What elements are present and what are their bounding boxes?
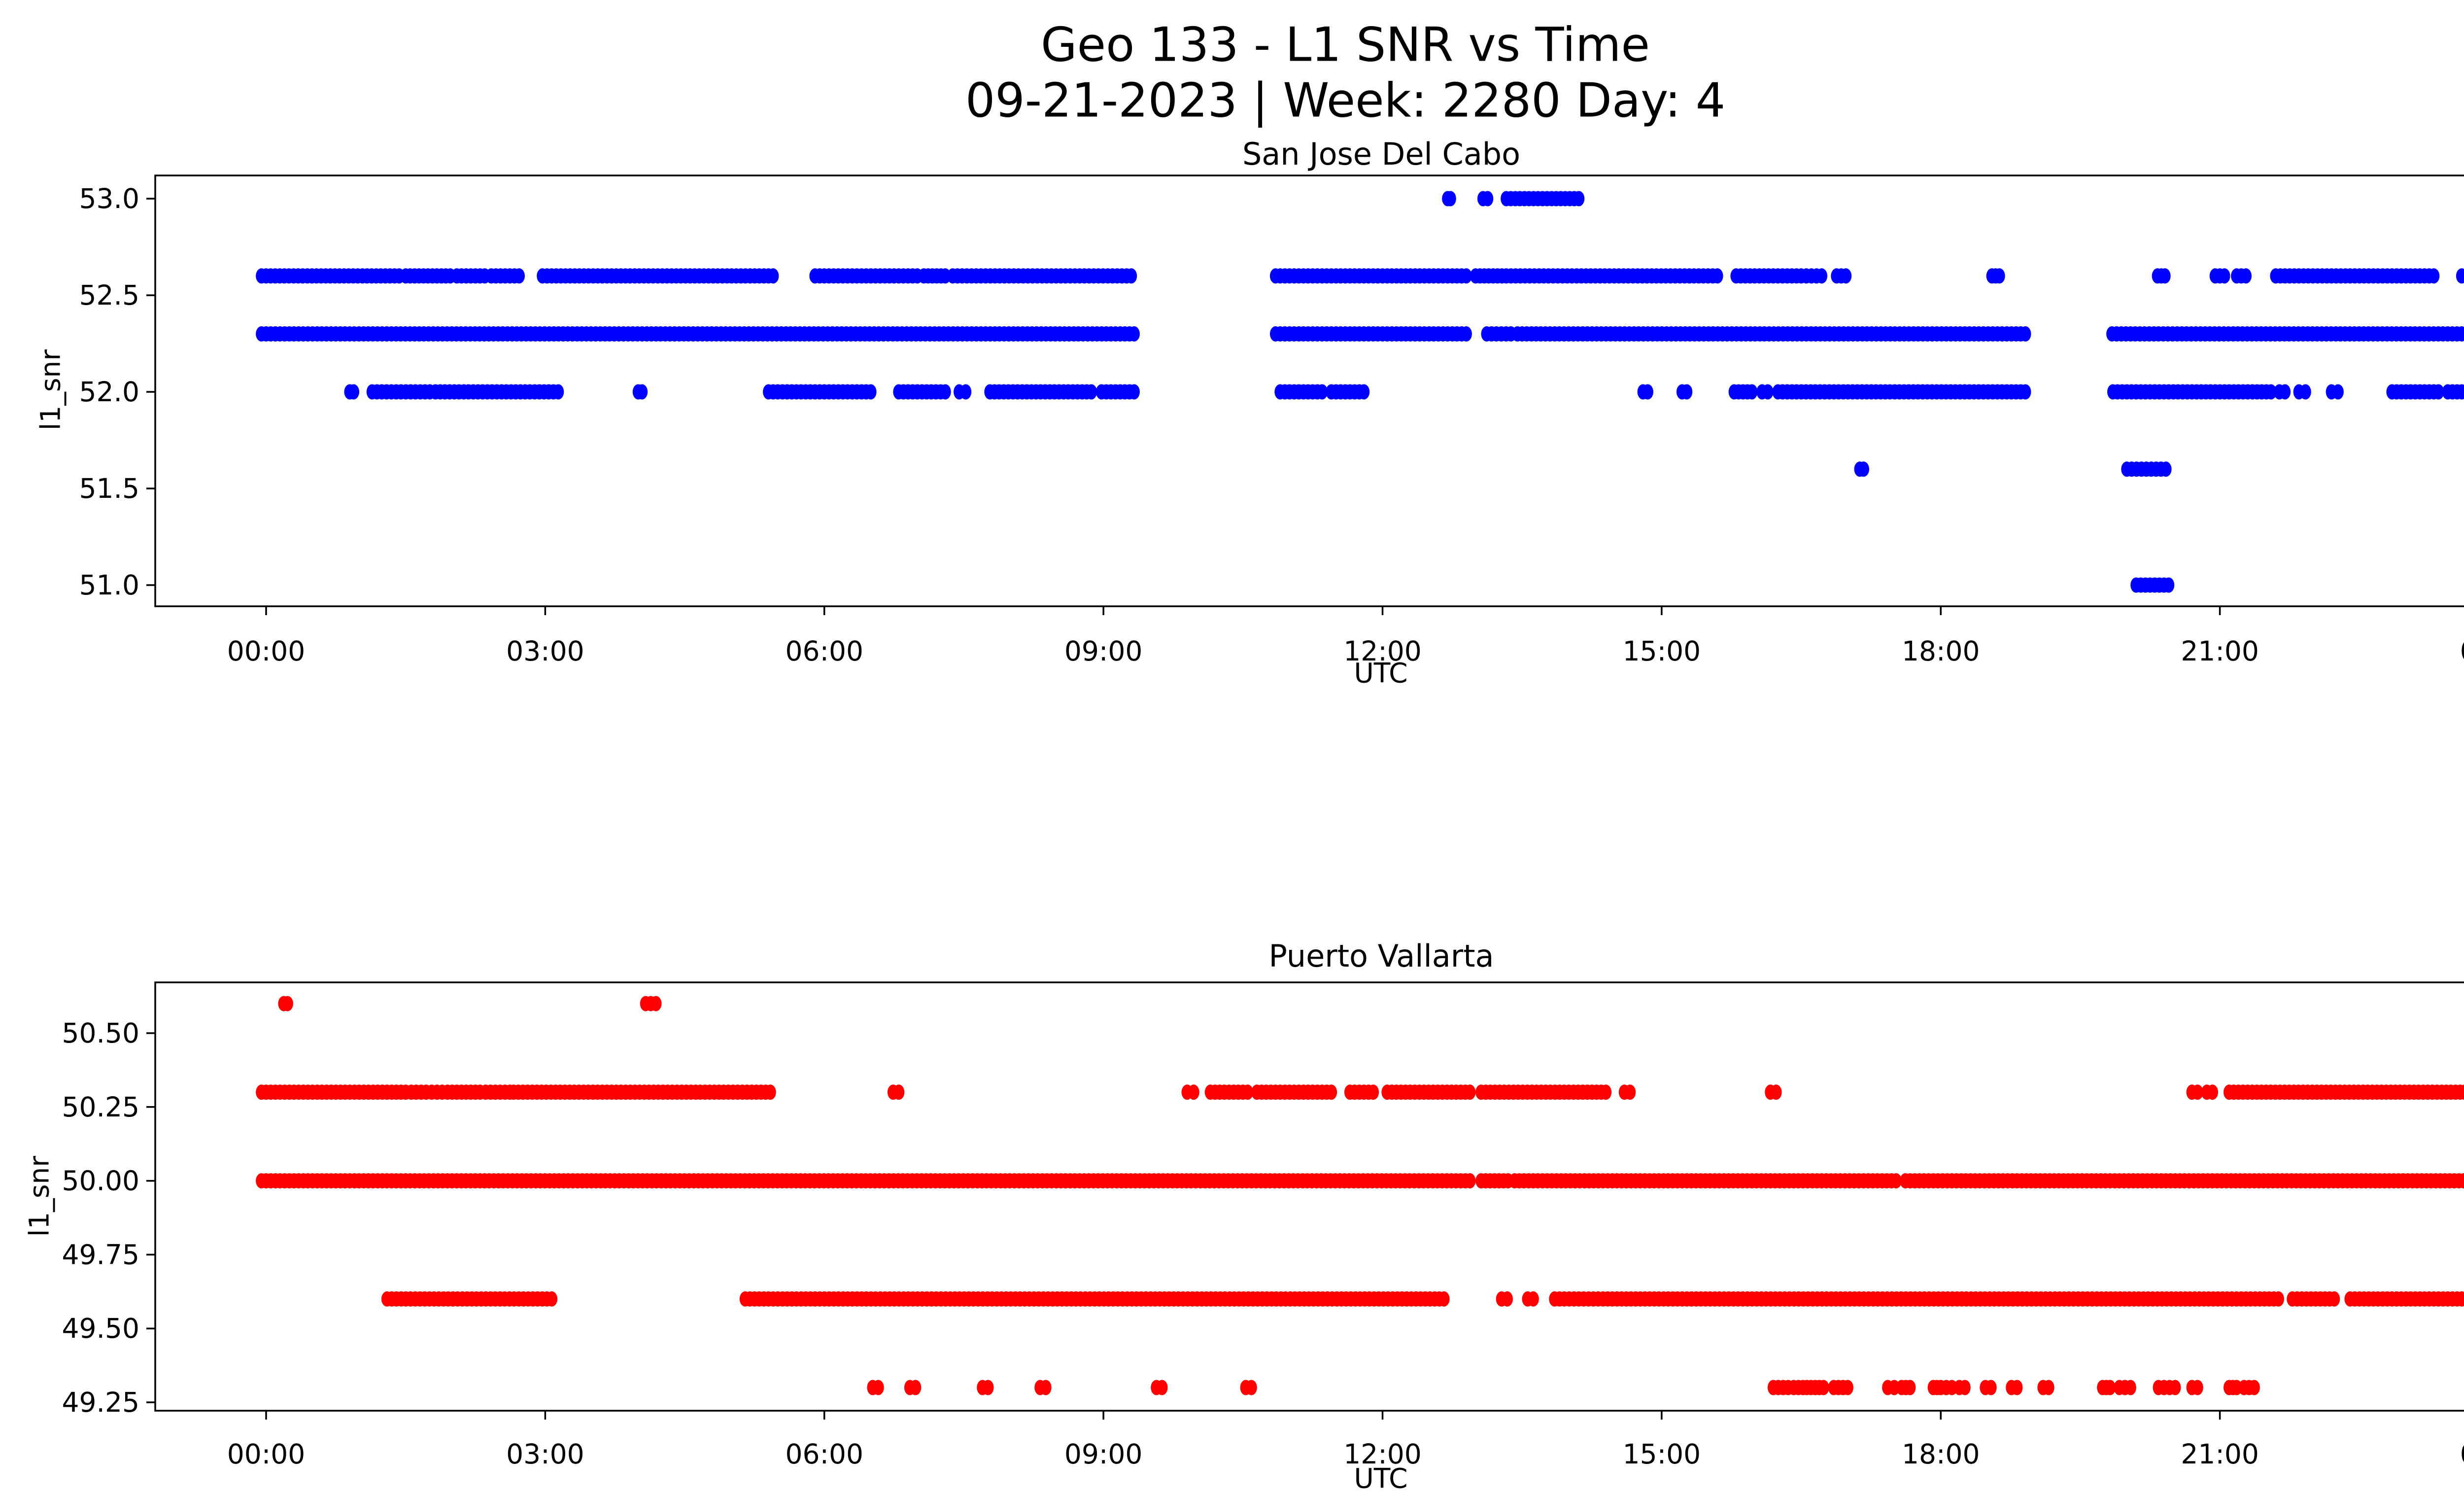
x-tick-label: 06:00 (785, 1438, 863, 1470)
scatter-level-50 (256, 1173, 2464, 1189)
subplot-1: 00:00 03:00 06:00 09:00 12:00 15:00 18:00 21:00… (62, 981, 2464, 1470)
x-tick-label: 12:00 (1343, 1438, 1422, 1470)
axes-box (154, 981, 2464, 1412)
figure-title-line1: Geo 133 - L1 SNR vs Time (1041, 18, 1650, 72)
y-tick-label: 50.25 (62, 1091, 139, 1123)
x-tick-label: 06:00 (785, 635, 863, 667)
y-tick-label: 49.75 (62, 1239, 139, 1270)
x-axis-label-top: UTC (1354, 657, 1408, 689)
scatter-level-49.6 (381, 1291, 2464, 1307)
subplot-0: 00:00 03:00 06:00 09:00 12:00 15:00 18:00 21:00… (79, 174, 2464, 667)
y-axis-label-bottom: l1_snr (23, 1156, 55, 1237)
y-tick-label: 52.0 (79, 376, 139, 408)
scatter-level-52 (344, 384, 2464, 400)
x-tick-label: 21:00 (2181, 1438, 2259, 1470)
x-tick-label: 15:00 (1623, 635, 1701, 667)
y-axis-label-top: l1_snr (34, 349, 67, 430)
scatter-level-51 (2130, 577, 2175, 593)
figure-title-line2: 09-21-2023 | Week: 2280 Day: 4 (965, 73, 1726, 128)
y-tick-label: 49.25 (62, 1387, 139, 1418)
x-axis-label-bottom: UTC (1354, 1462, 1408, 1495)
y-tick-label: 52.5 (79, 279, 139, 311)
x-tick-label: 09:00 (1064, 635, 1143, 667)
y-tick-label: 51.0 (79, 569, 139, 601)
x-tick-label: 00:00 (227, 1438, 306, 1470)
x-tick-label: 03:00 (506, 1438, 584, 1470)
x-tick-label: 21:00 (2181, 635, 2259, 667)
scatter-level-52.3 (256, 326, 2464, 342)
y-tick-label: 53.0 (79, 183, 139, 214)
subplot-title-puerto-vallarta: Puerto Vallarta (1268, 938, 1494, 974)
axes-box (154, 174, 2464, 607)
scatter-level-50.6 (278, 996, 662, 1011)
scatter-level-51.6 (1854, 461, 2172, 477)
x-tick-label: 00:00 (2460, 635, 2464, 667)
y-tick-label: 50.50 (62, 1017, 139, 1049)
x-tick-label: 18:00 (1902, 635, 1980, 667)
x-tick-label: 00:00 (227, 635, 306, 667)
y-tick-label: 49.50 (62, 1313, 139, 1344)
x-tick-label: 00:00 (2460, 1438, 2464, 1470)
scatter-level-52.6 (256, 268, 2464, 284)
x-tick-label: 12:00 (1343, 635, 1422, 667)
x-tick-label: 15:00 (1623, 1438, 1701, 1470)
x-tick-label: 18:00 (1902, 1438, 1980, 1470)
scatter-level-49.3 (867, 1380, 2260, 1395)
scatter-level-50.3 (256, 1084, 2464, 1100)
y-tick-label: 50.00 (62, 1165, 139, 1197)
y-tick-label: 51.5 (79, 473, 139, 504)
scatter-level-53 (1442, 191, 1585, 207)
subplot-title-san-jose-del-cabo: San Jose Del Cabo (1242, 136, 1521, 172)
x-tick-label: 03:00 (506, 635, 584, 667)
x-tick-label: 09:00 (1064, 1438, 1143, 1470)
